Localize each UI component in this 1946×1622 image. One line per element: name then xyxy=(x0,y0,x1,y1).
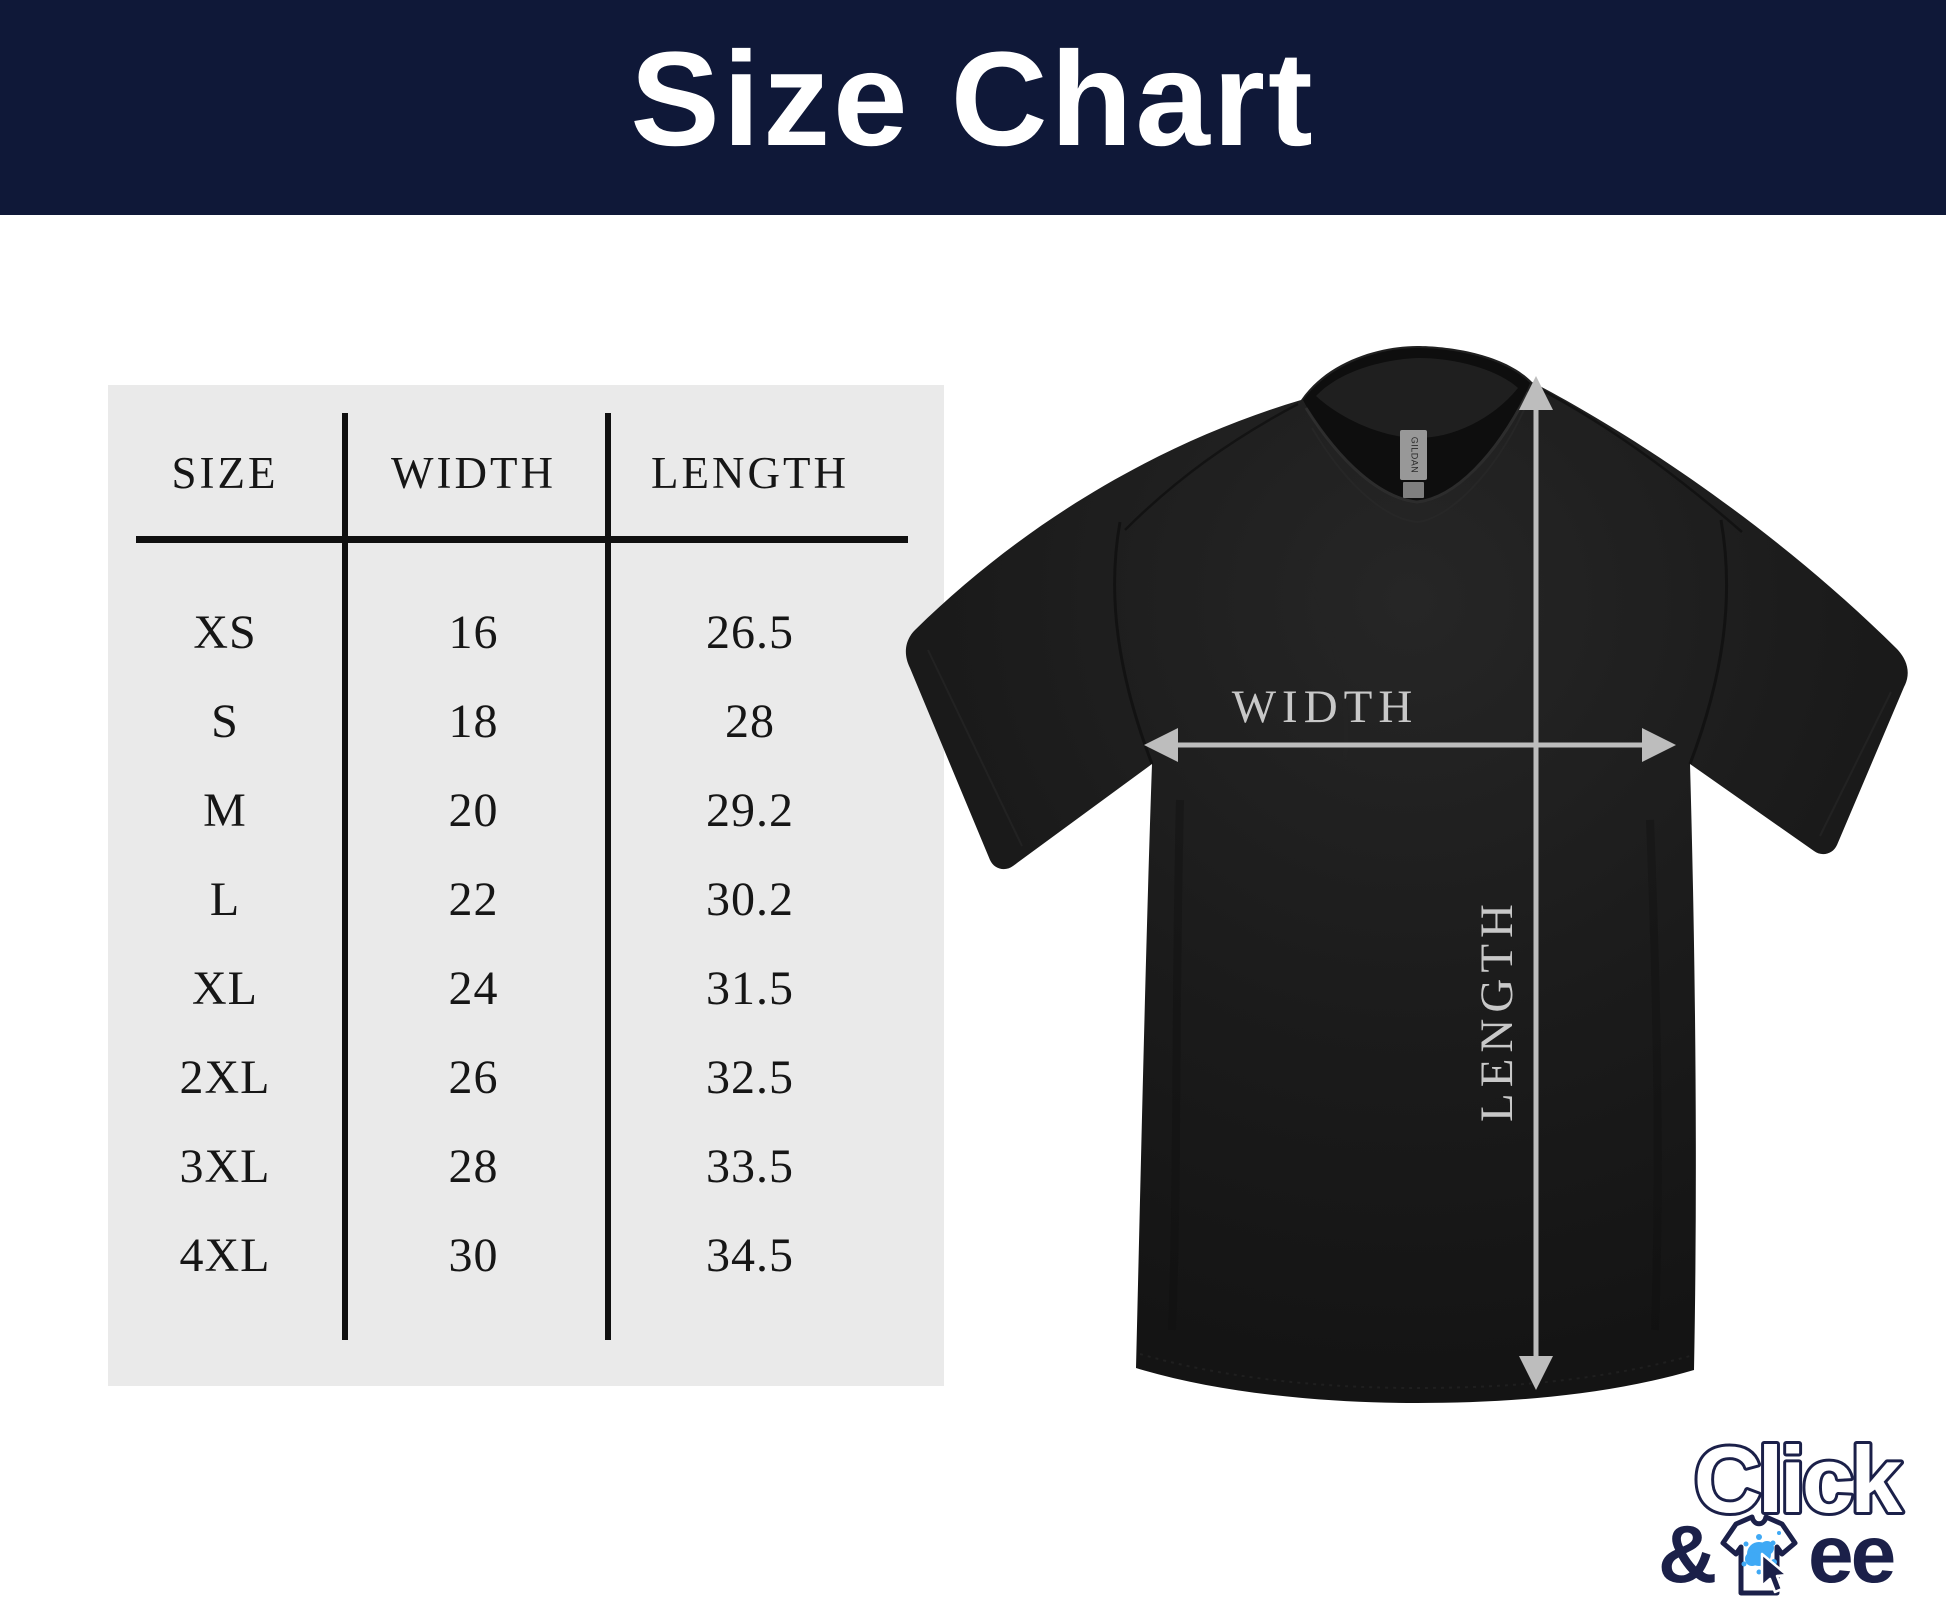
width-cell: 18 xyxy=(448,695,499,748)
care-tag: GILDAN xyxy=(1400,430,1427,498)
logo-word-click: Click xyxy=(1694,1430,1903,1532)
width-cell: 30 xyxy=(448,1229,499,1282)
brand-logo: Click & ee xyxy=(1658,1430,1910,1600)
size-table-header: SIZE WIDTH LENGTH xyxy=(108,447,944,499)
length-cell: 34.5 xyxy=(706,1229,794,1282)
width-cell: 26 xyxy=(448,1051,499,1104)
table-divider-vertical-2 xyxy=(605,413,611,1340)
table-row: 4XL 30 34.5 xyxy=(108,1211,944,1300)
size-table: SIZE WIDTH LENGTH XS 16 26.5 S 18 28 M 20 29.2 L 2… xyxy=(108,385,944,1386)
table-row: XS 16 26.5 xyxy=(108,588,944,677)
size-table-body: XS 16 26.5 S 18 28 M 20 29.2 L 22 30.2 XL 24 31.5 2XL 26… xyxy=(108,588,944,1300)
table-divider-vertical-1 xyxy=(342,413,348,1340)
gildan-tag-label: GILDAN xyxy=(1410,437,1420,474)
length-cell: 30.2 xyxy=(706,873,794,926)
width-cell: 24 xyxy=(448,962,499,1015)
shirt-diagram: GILDAN WIDTH LENGTH xyxy=(905,346,1908,1403)
table-row: 3XL 28 33.5 xyxy=(108,1122,944,1211)
size-cell: S xyxy=(211,695,239,748)
logo-tshirt-icon xyxy=(1720,1514,1798,1596)
width-cell: 28 xyxy=(448,1140,499,1193)
width-label: WIDTH xyxy=(1232,681,1419,733)
width-cell: 22 xyxy=(448,873,499,926)
page-title: Size Chart xyxy=(630,25,1316,174)
length-arrow xyxy=(1519,376,1553,1390)
width-cell: 16 xyxy=(448,606,499,659)
length-label: LENGTH xyxy=(1471,898,1523,1122)
length-cell: 26.5 xyxy=(706,606,794,659)
length-cell: 32.5 xyxy=(706,1051,794,1104)
table-row: 2XL 26 32.5 xyxy=(108,1033,944,1122)
table-row: M 20 29.2 xyxy=(108,766,944,855)
table-divider-horizontal xyxy=(136,536,908,543)
header-bar: Size Chart xyxy=(0,0,1946,215)
length-cell: 28 xyxy=(725,695,775,748)
size-cell: M xyxy=(203,784,247,837)
logo-word-tail: ee xyxy=(1808,1509,1894,1600)
size-cell: L xyxy=(209,873,241,926)
logo-ampersand: & xyxy=(1658,1509,1717,1600)
width-cell: 20 xyxy=(448,784,499,837)
column-header-size: SIZE xyxy=(171,448,279,498)
size-cell: 4XL xyxy=(179,1229,271,1282)
table-row: S 18 28 xyxy=(108,677,944,766)
cursor-icon xyxy=(1760,1552,1789,1594)
size-cell: 3XL xyxy=(179,1140,271,1193)
length-cell: 29.2 xyxy=(706,784,794,837)
table-row: XL 24 31.5 xyxy=(108,944,944,1033)
width-arrow xyxy=(1144,728,1676,762)
t-shirt-graphic: GILDAN xyxy=(905,346,1908,1403)
table-row: L 22 30.2 xyxy=(108,855,944,944)
length-cell: 31.5 xyxy=(706,962,794,1015)
size-cell: XL xyxy=(192,962,258,1015)
size-cell: XS xyxy=(193,606,257,659)
column-header-length: LENGTH xyxy=(651,448,849,498)
length-cell: 33.5 xyxy=(706,1140,794,1193)
size-cell: 2XL xyxy=(179,1051,271,1104)
column-header-width: WIDTH xyxy=(391,448,556,498)
